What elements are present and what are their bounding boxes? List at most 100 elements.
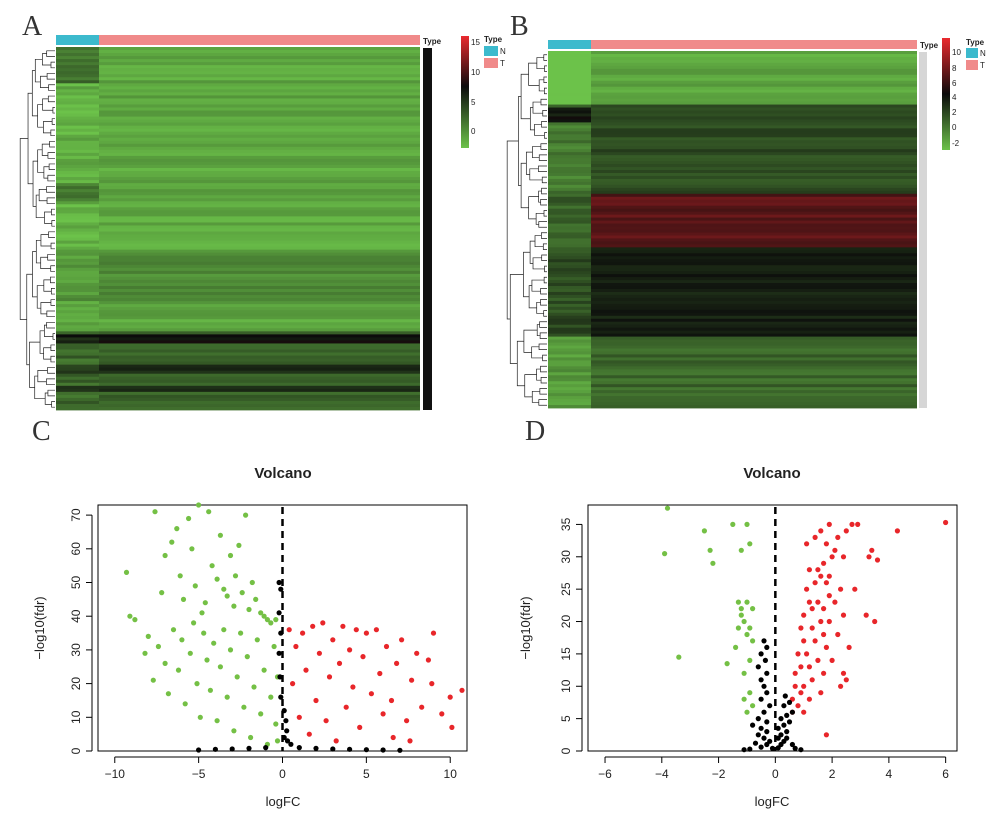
dendrogram-branch — [35, 194, 45, 219]
heatmap-row — [99, 219, 420, 223]
data-point — [264, 617, 270, 623]
dendrogram-branch — [539, 332, 547, 339]
heatmap-row — [548, 77, 591, 82]
heatmap-row — [99, 62, 420, 66]
heatmap-row — [591, 241, 917, 245]
data-point — [724, 661, 730, 667]
heatmap-row — [99, 68, 420, 72]
dendrogram-branch — [47, 367, 55, 374]
x-tick-label: 0 — [279, 767, 286, 781]
heatmap-row — [591, 381, 917, 385]
heatmap-row — [548, 348, 591, 352]
data-point — [829, 554, 835, 560]
heatmap-row — [56, 258, 99, 263]
data-point — [407, 738, 413, 744]
data-point — [253, 596, 259, 603]
heatmap-row — [99, 364, 420, 369]
heatmap-row — [99, 319, 420, 323]
dendrogram-branch — [48, 163, 55, 170]
data-point — [388, 697, 395, 704]
heatmap-row — [99, 95, 420, 99]
heatmap-row — [56, 125, 99, 130]
data-point — [832, 599, 838, 605]
dendrogram-branch — [42, 98, 53, 111]
dendrogram-branch — [50, 265, 55, 272]
heatmap-row — [591, 280, 917, 284]
data-point — [855, 521, 861, 528]
heatmap-row — [99, 313, 420, 317]
data-point — [826, 573, 832, 579]
heatmap-row — [548, 262, 591, 266]
dendrogram-branch — [27, 92, 34, 185]
heatmap-row — [548, 235, 591, 239]
data-point — [764, 690, 770, 696]
heatmap-row — [548, 336, 591, 340]
data-point — [764, 644, 770, 651]
heatmap-row — [548, 247, 591, 251]
heatmap-row — [99, 86, 420, 90]
heatmap-row — [99, 382, 420, 387]
heatmap-row — [56, 228, 99, 232]
heatmap-row — [591, 51, 917, 55]
data-point — [353, 627, 359, 633]
data-point — [221, 627, 227, 633]
heatmap-row — [56, 74, 99, 78]
heatmap-row — [548, 143, 591, 147]
dendrogram-branch — [46, 197, 55, 204]
data-point — [775, 725, 781, 731]
data-point — [333, 738, 339, 744]
annotation-bar-n — [548, 40, 591, 49]
x-tick-label: −10 — [105, 767, 126, 781]
data-point — [744, 631, 750, 638]
dendrogram-branch — [534, 123, 545, 136]
heatmap-row — [591, 131, 917, 135]
heatmap-row — [56, 171, 99, 175]
heatmap-row — [99, 285, 420, 290]
data-point — [809, 625, 815, 631]
heatmap-bands — [56, 47, 420, 411]
data-point — [786, 699, 793, 706]
data-point — [782, 693, 788, 699]
heatmap-row — [99, 92, 420, 96]
data-point — [145, 633, 151, 640]
data-point — [231, 603, 237, 609]
data-point — [397, 747, 403, 753]
heatmap-row — [99, 80, 420, 84]
heatmap-row — [591, 125, 917, 129]
data-point — [894, 528, 901, 534]
data-point — [821, 631, 827, 638]
heatmap-row — [548, 104, 591, 108]
dendrogram-branch — [538, 165, 547, 172]
data-point — [747, 657, 753, 664]
data-point — [741, 670, 747, 676]
heatmap-row — [99, 252, 420, 257]
data-point — [804, 541, 810, 547]
data-point — [789, 741, 796, 748]
heatmap-row — [56, 207, 99, 211]
data-point — [217, 664, 223, 670]
data-point — [823, 541, 830, 547]
data-point — [330, 746, 336, 752]
y-tick-label: 70 — [69, 508, 83, 522]
data-point — [761, 735, 767, 741]
heatmap-row — [99, 59, 420, 63]
data-point — [750, 703, 756, 709]
data-point — [179, 637, 185, 643]
heatmap-row — [548, 199, 591, 204]
data-point — [258, 711, 264, 717]
data-point — [738, 612, 744, 618]
data-point — [818, 573, 824, 579]
heatmap-row — [548, 152, 591, 156]
heatmap-row — [548, 196, 591, 201]
data-point — [781, 703, 787, 709]
data-point — [186, 515, 192, 522]
dendrogram-branch — [51, 118, 55, 125]
heatmap-row — [56, 149, 99, 154]
data-point — [795, 703, 801, 709]
scale-tick: 0 — [471, 127, 476, 136]
data-point — [778, 716, 784, 722]
heatmap-row — [56, 219, 99, 223]
dendrogram-branch — [542, 110, 547, 117]
